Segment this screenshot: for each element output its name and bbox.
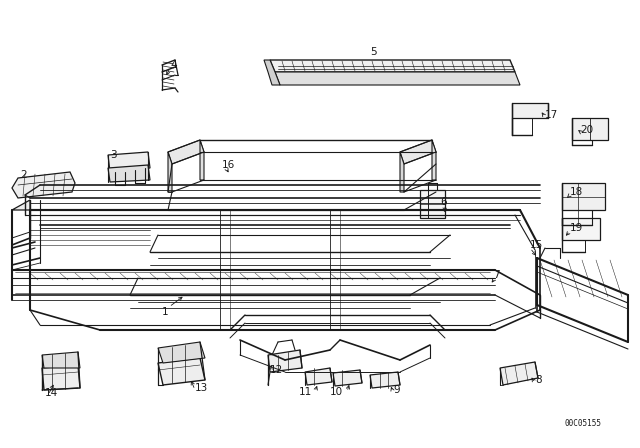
Polygon shape [268, 350, 302, 372]
Text: 1: 1 [162, 307, 168, 317]
Polygon shape [12, 172, 75, 198]
Polygon shape [333, 370, 362, 386]
Text: 13: 13 [195, 383, 208, 393]
Polygon shape [500, 362, 538, 385]
Polygon shape [370, 372, 400, 388]
Text: 2: 2 [20, 170, 27, 180]
Polygon shape [562, 218, 600, 240]
Polygon shape [275, 72, 520, 85]
Text: 18: 18 [570, 187, 583, 197]
Text: 6: 6 [440, 197, 447, 207]
Text: 00C05155: 00C05155 [564, 418, 602, 427]
Polygon shape [432, 140, 436, 180]
Text: 15: 15 [530, 240, 543, 250]
Polygon shape [108, 152, 150, 172]
Polygon shape [400, 140, 436, 164]
Text: 8: 8 [535, 375, 541, 385]
Polygon shape [305, 368, 332, 385]
Polygon shape [270, 60, 515, 72]
Text: 7: 7 [493, 270, 500, 280]
Polygon shape [168, 140, 204, 164]
Polygon shape [158, 358, 205, 385]
Polygon shape [12, 200, 30, 210]
Polygon shape [108, 165, 150, 182]
Text: 12: 12 [270, 365, 284, 375]
Polygon shape [158, 342, 205, 363]
Text: 14: 14 [45, 388, 58, 398]
Polygon shape [42, 352, 80, 368]
Text: 3: 3 [110, 150, 116, 160]
Polygon shape [562, 183, 605, 210]
Text: 9: 9 [393, 385, 399, 395]
Text: 17: 17 [545, 110, 558, 120]
Polygon shape [264, 60, 280, 85]
Polygon shape [572, 118, 608, 140]
Text: 11: 11 [299, 387, 312, 397]
Text: 10: 10 [330, 387, 343, 397]
Text: 16: 16 [222, 160, 236, 170]
Polygon shape [512, 103, 548, 118]
Text: 19: 19 [570, 223, 583, 233]
Text: 5: 5 [370, 47, 376, 57]
Polygon shape [400, 152, 404, 192]
Polygon shape [420, 190, 445, 218]
Text: 4: 4 [170, 60, 177, 70]
Polygon shape [42, 365, 80, 390]
Polygon shape [200, 140, 204, 180]
Text: 20: 20 [580, 125, 593, 135]
Polygon shape [168, 152, 172, 192]
